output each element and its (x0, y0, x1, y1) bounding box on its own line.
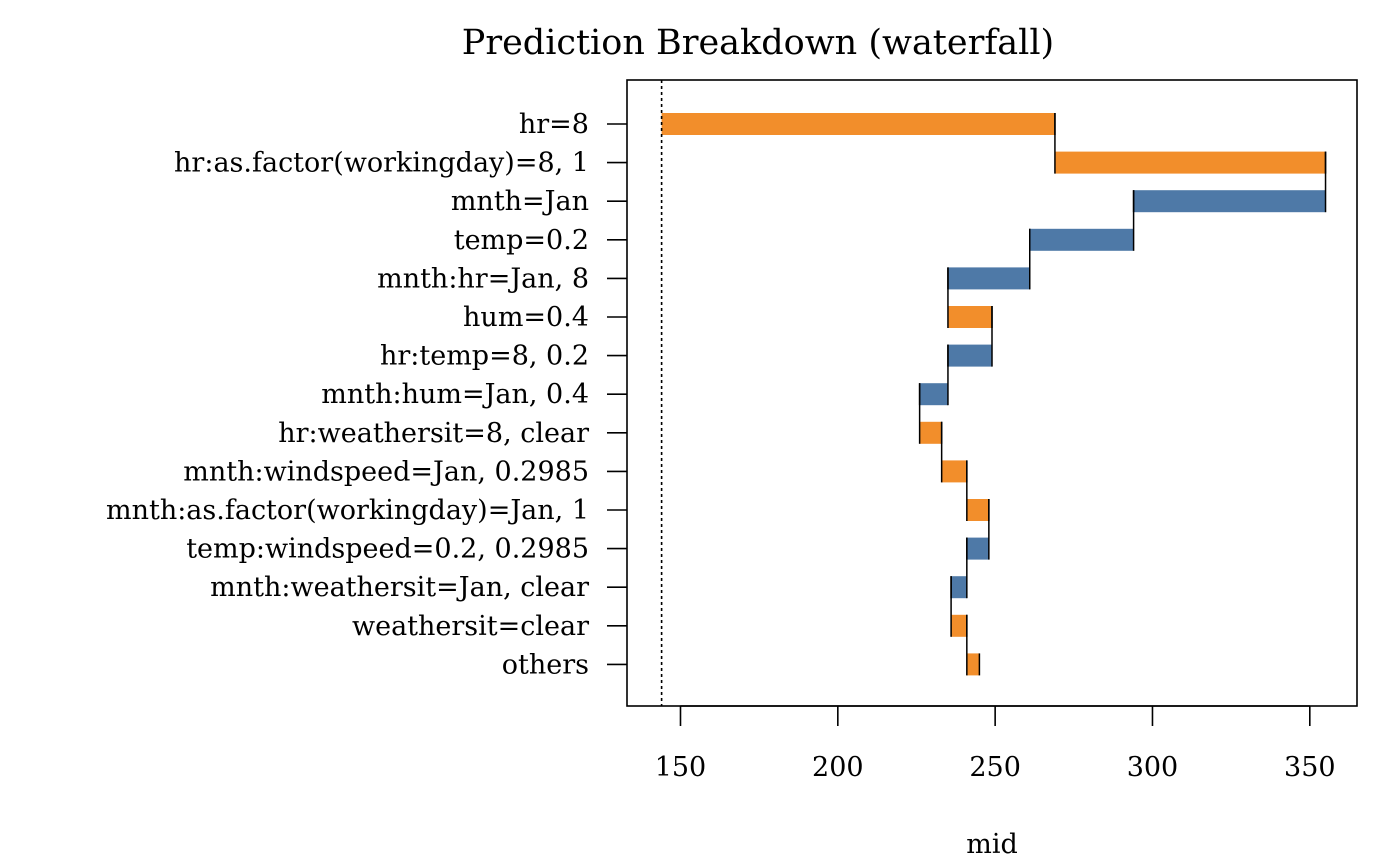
bar-2 (1054, 151, 1326, 174)
bar-1 (661, 113, 1055, 135)
x-tick-label-2: 200 (812, 752, 864, 783)
bar-6 (947, 306, 992, 328)
x-tick-label-1: 150 (655, 752, 707, 783)
y-tick-label-1: hr=8 (519, 109, 589, 140)
chart-title: Prediction Breakdown (waterfall) (462, 23, 1054, 63)
bar-5 (947, 267, 1030, 290)
y-tick-label-2: hr:as.factor(workingday)=8, 1 (174, 148, 589, 179)
y-tick-label-14: weathersit=clear (352, 611, 589, 642)
bar-3 (1133, 190, 1326, 213)
x-tick-label-5: 350 (1284, 752, 1336, 783)
x-axis: 150 200 250 300 350 (655, 705, 1336, 783)
y-tick-label-12: temp:windspeed=0.2, 0.2985 (186, 534, 589, 565)
y-tick-label-6: hum=0.4 (463, 302, 589, 333)
bar-13 (951, 576, 967, 599)
bar-4 (1029, 228, 1134, 251)
y-tick-label-3: mnth=Jan (451, 186, 589, 217)
y-tick-label-8: mnth:hum=Jan, 0.4 (321, 379, 589, 410)
y-tick-label-7: hr:temp=8, 0.2 (380, 341, 589, 372)
bar-15 (966, 653, 980, 676)
y-tick-label-5: mnth:hr=Jan, 8 (377, 263, 589, 294)
y-tick-label-9: hr:weathersit=8, clear (278, 418, 589, 449)
bars-layer (661, 113, 1327, 676)
bar-8 (919, 383, 948, 406)
bar-10 (941, 460, 967, 483)
x-tick-label-4: 300 (1127, 752, 1179, 783)
y-tick-label-15: others (502, 649, 589, 680)
y-tick-label-13: mnth:weathersit=Jan, clear (210, 572, 589, 603)
x-axis-label: mid (966, 829, 1018, 860)
y-tick-label-10: mnth:windspeed=Jan, 0.2985 (183, 456, 589, 487)
bar-12 (966, 537, 989, 560)
bar-9 (919, 421, 942, 444)
y-axis: hr=8 hr:as.factor(workingday)=8, 1 mnth=Ja… (106, 109, 627, 680)
bar-7 (947, 344, 992, 367)
y-tick-label-11: mnth:as.factor(workingday)=Jan, 1 (106, 495, 589, 526)
bar-14 (951, 614, 967, 637)
bar-11 (966, 499, 989, 521)
plot-frame (626, 79, 1358, 707)
x-tick-label-3: 250 (969, 752, 1021, 783)
y-tick-label-4: temp=0.2 (454, 225, 589, 256)
